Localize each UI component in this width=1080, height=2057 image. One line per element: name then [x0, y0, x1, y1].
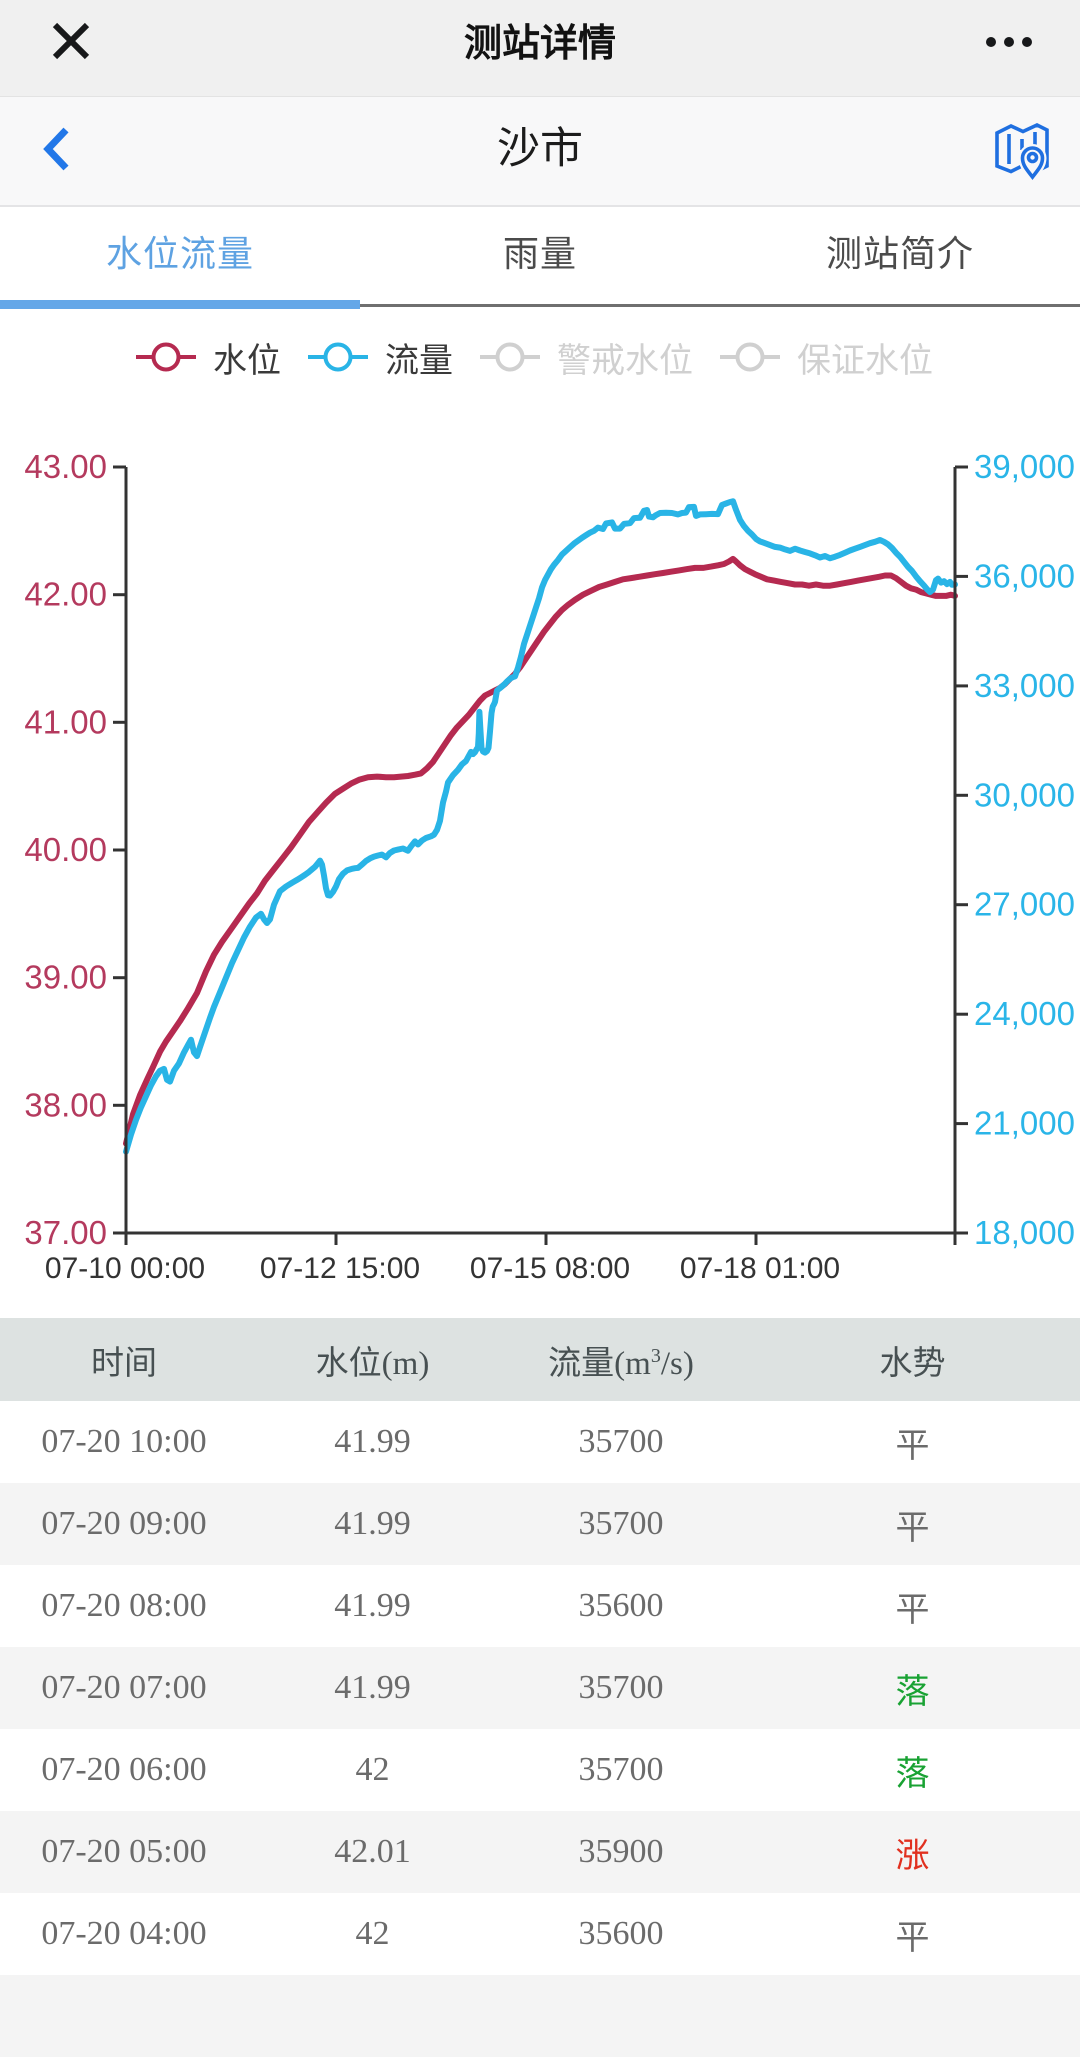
svg-text:07-12 15:00: 07-12 15:00	[260, 1252, 420, 1285]
svg-text:41.00: 41.00	[24, 703, 107, 740]
svg-text:39,000: 39,000	[974, 448, 1075, 485]
svg-text:40.00: 40.00	[24, 831, 107, 868]
svg-text:07-15 08:00: 07-15 08:00	[470, 1252, 630, 1285]
svg-text:07-10 00:00: 07-10 00:00	[45, 1252, 205, 1285]
svg-text:38.00: 38.00	[24, 1086, 107, 1123]
svg-text:39.00: 39.00	[24, 959, 107, 996]
svg-text:27,000: 27,000	[974, 886, 1075, 923]
svg-text:18,000: 18,000	[974, 1214, 1075, 1251]
svg-text:21,000: 21,000	[974, 1105, 1075, 1142]
svg-text:43.00: 43.00	[24, 448, 107, 485]
svg-text:42.00: 42.00	[24, 576, 107, 613]
svg-text:36,000: 36,000	[974, 557, 1075, 594]
svg-text:33,000: 33,000	[974, 667, 1075, 704]
svg-text:30,000: 30,000	[974, 776, 1075, 813]
svg-text:24,000: 24,000	[974, 995, 1075, 1032]
svg-text:37.00: 37.00	[24, 1214, 107, 1251]
svg-text:07-18 01:00: 07-18 01:00	[680, 1252, 840, 1285]
